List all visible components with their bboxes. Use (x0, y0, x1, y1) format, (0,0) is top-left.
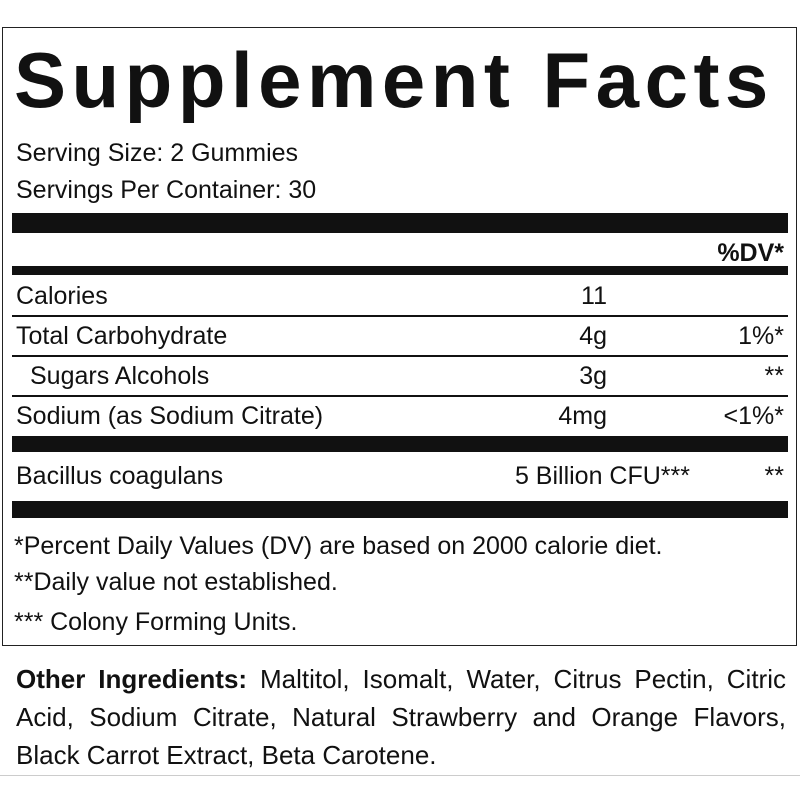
footnote: **Daily value not established. (14, 568, 338, 596)
row-amount: 3g (579, 362, 607, 390)
row-divider (12, 395, 788, 397)
row-name: Sodium (as Sodium Citrate) (16, 402, 324, 430)
footnote: *Percent Daily Values (DV) are based on … (14, 532, 663, 560)
row-dv: 1%* (738, 322, 784, 350)
serving-size: Serving Size: 2 Gummies (16, 139, 299, 167)
row-dv: <1%* (723, 402, 784, 430)
row-divider (12, 355, 788, 357)
ingredient-name: Bacillus coagulans (16, 462, 224, 490)
row-amount: 11 (581, 282, 607, 310)
row-amount: 4g (579, 322, 607, 350)
other-ingredients: Other Ingredients: Maltitol, Isomalt, Wa… (16, 660, 786, 774)
divider (12, 501, 788, 518)
row-name: Sugars Alcohols (30, 362, 210, 390)
footnote: *** Colony Forming Units. (14, 608, 298, 636)
label-box (2, 27, 797, 646)
row-amount: 4mg (558, 402, 607, 430)
dv-header: %DV* (717, 239, 784, 267)
bottom-rule (0, 775, 800, 776)
divider (12, 436, 788, 452)
other-ingredients-label: Other Ingredients: (16, 664, 248, 694)
divider (12, 213, 788, 233)
row-name: Calories (16, 282, 108, 310)
row-divider (12, 315, 788, 317)
row-name: Total Carbohydrate (16, 322, 228, 350)
title: Supplement Facts (14, 36, 774, 124)
other-ingredients-text: Maltitol, Isomalt, Water, Citrus Pectin,… (16, 664, 786, 770)
ingredient-amount: 5 Billion CFU*** (514, 462, 690, 490)
servings-per-container: Servings Per Container: 30 (16, 176, 317, 204)
divider (12, 266, 788, 275)
row-dv: ** (764, 362, 784, 390)
ingredient-dv: ** (764, 462, 784, 490)
